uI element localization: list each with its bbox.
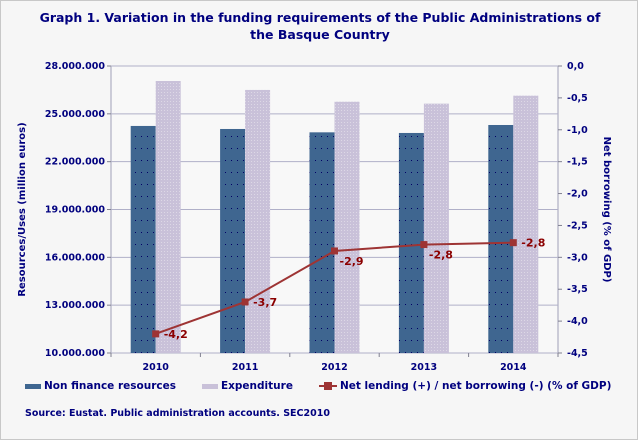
y2-tick-label: -2,5 [567, 220, 588, 231]
y2-tick-label: -0,5 [567, 93, 588, 104]
data-label: -2,8 [521, 237, 545, 250]
legend-item-net-lending: Net lending (+) / net borrowing (-) (% o… [318, 380, 612, 392]
net-lending-marker [152, 330, 160, 338]
y-tick-label: 16.000.000 [45, 252, 105, 263]
legend-item-expenditure: Expenditure [201, 380, 293, 392]
net-lending-marker [331, 247, 338, 255]
x-tick-label: 2013 [411, 362, 437, 373]
x-tick-label: 2014 [500, 362, 527, 373]
bar-expenditure [245, 89, 271, 354]
y2-tick-label: -3,5 [567, 284, 588, 295]
bar-expenditure [155, 80, 181, 353]
y-axis-label: Resources/Uses (million euros) [17, 122, 28, 296]
y2-tick-label: -1,5 [567, 157, 588, 168]
y-tick-label: 10.000.000 [45, 348, 105, 359]
net-lending-marker [241, 298, 249, 306]
bar-expenditure [423, 103, 449, 353]
legend-item-resources: Non finance resources [25, 380, 176, 392]
legend-label: Net lending (+) / net borrowing (-) (% o… [339, 380, 612, 392]
y-tick-label: 13.000.000 [45, 300, 105, 311]
data-label: -4,2 [164, 328, 188, 341]
data-label: -2,8 [429, 249, 453, 262]
y2-axis-label: Net borrowing (% of GDP) [601, 137, 612, 283]
bar-expenditure [513, 95, 539, 353]
title-line-1: Graph 1. Variation in the funding requir… [39, 10, 601, 25]
legend-label: Non finance resources [44, 380, 176, 392]
y2-tick-label: -3,0 [567, 252, 588, 263]
y2-tick-label: -2,0 [567, 189, 588, 200]
legend-label: Expenditure [220, 380, 293, 392]
y-tick-label: 28.000.000 [45, 61, 105, 72]
source-note: Source: Eustat. Public administration ac… [25, 408, 330, 419]
y-tick-label: 19.000.000 [45, 205, 105, 216]
x-tick-label: 2012 [321, 362, 347, 373]
title-line-2: the Basque Country [250, 27, 390, 42]
bar-non-finance-resources [309, 132, 335, 353]
legend-swatch [201, 383, 218, 389]
bar-non-finance-resources [220, 128, 246, 353]
data-label: -2,9 [340, 255, 364, 268]
y2-tick-label: -1,0 [567, 125, 588, 136]
bar-non-finance-resources [398, 132, 424, 353]
y2-tick-label: 0,0 [567, 61, 584, 72]
net-lending-marker [509, 239, 517, 247]
y-tick-label: 22.000.000 [45, 157, 105, 168]
y-tick-label: 25.000.000 [45, 109, 105, 120]
net-lending-marker [420, 241, 428, 249]
y2-tick-label: -4,5 [567, 348, 588, 359]
data-label: -3,7 [253, 296, 277, 309]
x-tick-label: 2010 [142, 362, 169, 373]
bar-non-finance-resources [488, 124, 514, 353]
legend-swatch [25, 383, 41, 389]
y2-tick-label: -4,0 [567, 316, 588, 327]
x-tick-label: 2011 [232, 362, 258, 373]
legend: Non finance resources Expenditure Net le… [25, 380, 611, 392]
bar-expenditure [334, 101, 360, 354]
chart-title: Graph 1. Variation in the funding requir… [1, 9, 637, 43]
legend-line-marker-icon [318, 382, 337, 390]
bar-non-finance-resources [130, 125, 156, 353]
